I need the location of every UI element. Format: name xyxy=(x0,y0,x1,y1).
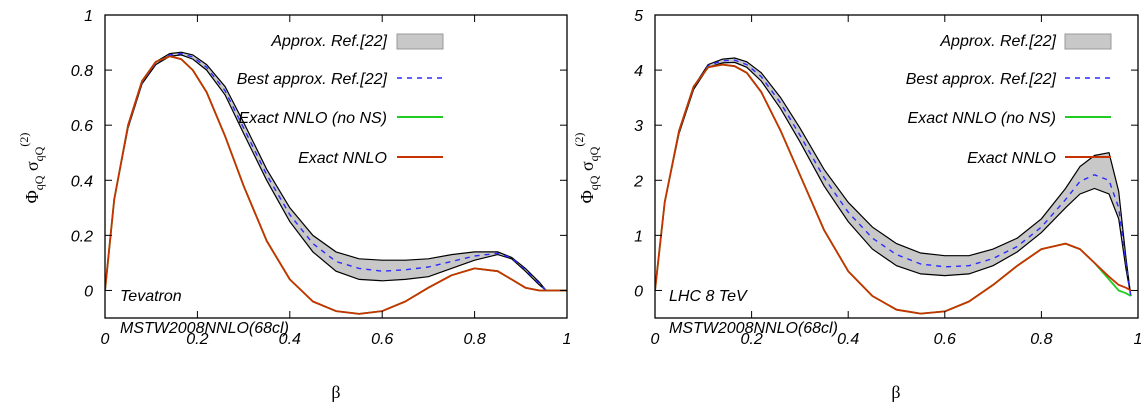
band-approx-upper-edge xyxy=(655,57,1132,297)
annotation-pdf: MSTW2008NNLO(68cl) xyxy=(120,320,289,337)
series-exact-nnlo xyxy=(105,55,567,315)
x-tick-label: 0.4 xyxy=(279,331,301,348)
y-tick-label: 1 xyxy=(634,228,643,245)
legend-label-best: Best approx. Ref.[22] xyxy=(237,71,388,88)
y-tick-label: 4 xyxy=(634,63,643,80)
plot-frame xyxy=(654,14,1139,319)
tick-layer: 0 0.2 0.4 0.6 0.8 1 0 0.2 0.4 0.6 0.8 1 xyxy=(71,8,572,348)
x-axis-label: β xyxy=(331,382,340,402)
y-tick-label: 0.2 xyxy=(71,228,93,245)
y-tick-label: 2 xyxy=(633,173,643,190)
plot-area xyxy=(105,51,567,315)
x-tick-label: 1 xyxy=(563,331,572,348)
legend-label-exact-no-ns: Exact NNLO (no NS) xyxy=(239,110,387,127)
y-axis-label: ΦqQ σqQ(2) xyxy=(572,133,601,204)
legend-label-best: Best approx. Ref.[22] xyxy=(906,71,1057,88)
legend-label-band: Approx. Ref.[22] xyxy=(270,33,387,50)
y-tick-label: 0.6 xyxy=(71,118,93,135)
chart-panel-tevatron: 0 0.2 0.4 0.6 0.8 1 0 0.2 0.4 0.6 0.8 1 Approx. Ref… xyxy=(17,8,571,402)
legend-swatch-band xyxy=(1064,33,1112,50)
y-tick-label: 0.4 xyxy=(71,173,93,190)
series-exact-nnlo xyxy=(655,63,1132,315)
x-tick-label: 0.6 xyxy=(934,331,956,348)
x-axis-label: β xyxy=(891,382,900,402)
series-exact-nnlo-no-ns xyxy=(655,63,1132,315)
y-tick-label: 0.8 xyxy=(71,63,93,80)
y-tick-label: 1 xyxy=(84,8,93,25)
legend-label-exact: Exact NNLO xyxy=(967,150,1056,167)
y-tick-label: 0 xyxy=(634,283,643,300)
x-tick-label: 0.6 xyxy=(371,331,393,348)
legend-label-exact: Exact NNLO xyxy=(298,150,387,167)
legend: Approx. Ref.[22] Best approx. Ref.[22] E… xyxy=(906,33,1112,167)
series-exact-nnlo-no-ns xyxy=(105,55,567,315)
y-tick-label: 0 xyxy=(84,283,93,300)
x-tick-label: 0.8 xyxy=(463,331,485,348)
x-tick-label: 0.8 xyxy=(1030,331,1052,348)
x-tick-label: 0 xyxy=(651,331,660,348)
y-axis-label: ΦqQ σqQ(2) xyxy=(17,133,46,204)
x-tick-label: 0.2 xyxy=(740,331,762,348)
band-approx-lower-edge xyxy=(105,54,567,292)
legend-swatch-band xyxy=(396,33,444,50)
annotation-pdf: MSTW2008NNLO(68cl) xyxy=(669,320,838,337)
band-approx-upper-edge xyxy=(105,51,567,292)
band-approx-fill xyxy=(655,58,1131,296)
x-tick-label: 0 xyxy=(101,331,110,348)
x-tick-label: 0.4 xyxy=(837,331,859,348)
series-best-approx xyxy=(655,59,1132,297)
x-tick-label: 1 xyxy=(1134,331,1143,348)
y-tick-label: 3 xyxy=(634,118,643,135)
annotation-collider: Tevatron xyxy=(120,288,182,305)
chart-panel-lhc: 0 0.2 0.4 0.6 0.8 1 0 1 2 3 4 5 Approx. Ref.[22] Be… xyxy=(572,8,1142,402)
legend-label-exact-no-ns: Exact NNLO (no NS) xyxy=(908,110,1056,127)
y-tick-label: 5 xyxy=(634,8,643,25)
x-tick-label: 0.2 xyxy=(186,331,208,348)
legend: Approx. Ref.[22] Best approx. Ref.[22] E… xyxy=(237,33,444,167)
legend-label-band: Approx. Ref.[22] xyxy=(939,33,1056,50)
tick-layer: 0 0.2 0.4 0.6 0.8 1 0 1 2 3 4 5 xyxy=(633,8,1142,348)
plot-frame xyxy=(104,14,568,319)
annotation-collider: LHC 8 TeV xyxy=(669,288,748,305)
plot-area xyxy=(655,57,1132,315)
